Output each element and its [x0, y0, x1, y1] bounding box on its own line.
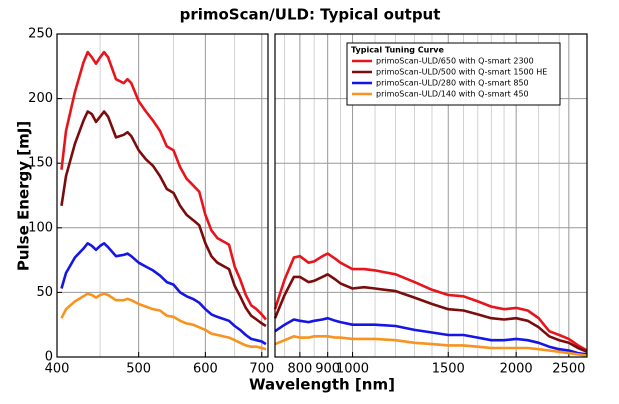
legend-label: primoScan-ULD/500 with Q-smart 1500 HE [376, 68, 547, 77]
legend-box [346, 42, 561, 106]
series-line [60, 292, 267, 351]
plot-frame [274, 33, 588, 358]
y-tick-label: 0 [45, 350, 53, 365]
legend-label: primoScan-ULD/280 with Q-smart 850 [376, 79, 529, 88]
y-tick-label: 150 [28, 156, 53, 171]
y-tick-label: 200 [28, 91, 53, 106]
series-line [60, 110, 267, 328]
legend-label: primoScan-ULD/140 with Q-smart 450 [376, 90, 529, 99]
y-tick-label: 100 [28, 220, 53, 235]
y-tick-label: 50 [36, 285, 53, 300]
y-tick-label: 250 [28, 27, 53, 42]
y-axis-label: Pulse Energy [mJ] [15, 121, 33, 271]
legend-title: Typical Tuning Curve [351, 46, 445, 55]
series-line [273, 252, 588, 352]
x-tick-label: 2000 [500, 362, 533, 377]
series-line [60, 50, 267, 321]
series-line [60, 242, 267, 346]
x-tick-label: 800 [287, 362, 312, 377]
series-line [274, 335, 588, 357]
x-tick-label: 2500 [552, 362, 585, 377]
legend-label: primoScan-ULD/650 with Q-smart 2300 [376, 57, 534, 66]
x-axis-label: Wavelength [nm] [249, 376, 395, 394]
x-tick-label: 400 [45, 362, 70, 377]
plot-frame [56, 33, 269, 358]
series-line [273, 273, 588, 353]
x-tick-label: 1000 [336, 362, 369, 377]
x-tick-label: 900 [315, 362, 340, 377]
x-tick-label: 500 [126, 362, 151, 377]
chart-title: primoScan/ULD: Typical output [180, 6, 441, 24]
x-tick-label: 700 [249, 362, 274, 377]
x-tick-label: 1500 [432, 362, 465, 377]
x-tick-label: 600 [193, 362, 218, 377]
series-line [274, 316, 588, 356]
